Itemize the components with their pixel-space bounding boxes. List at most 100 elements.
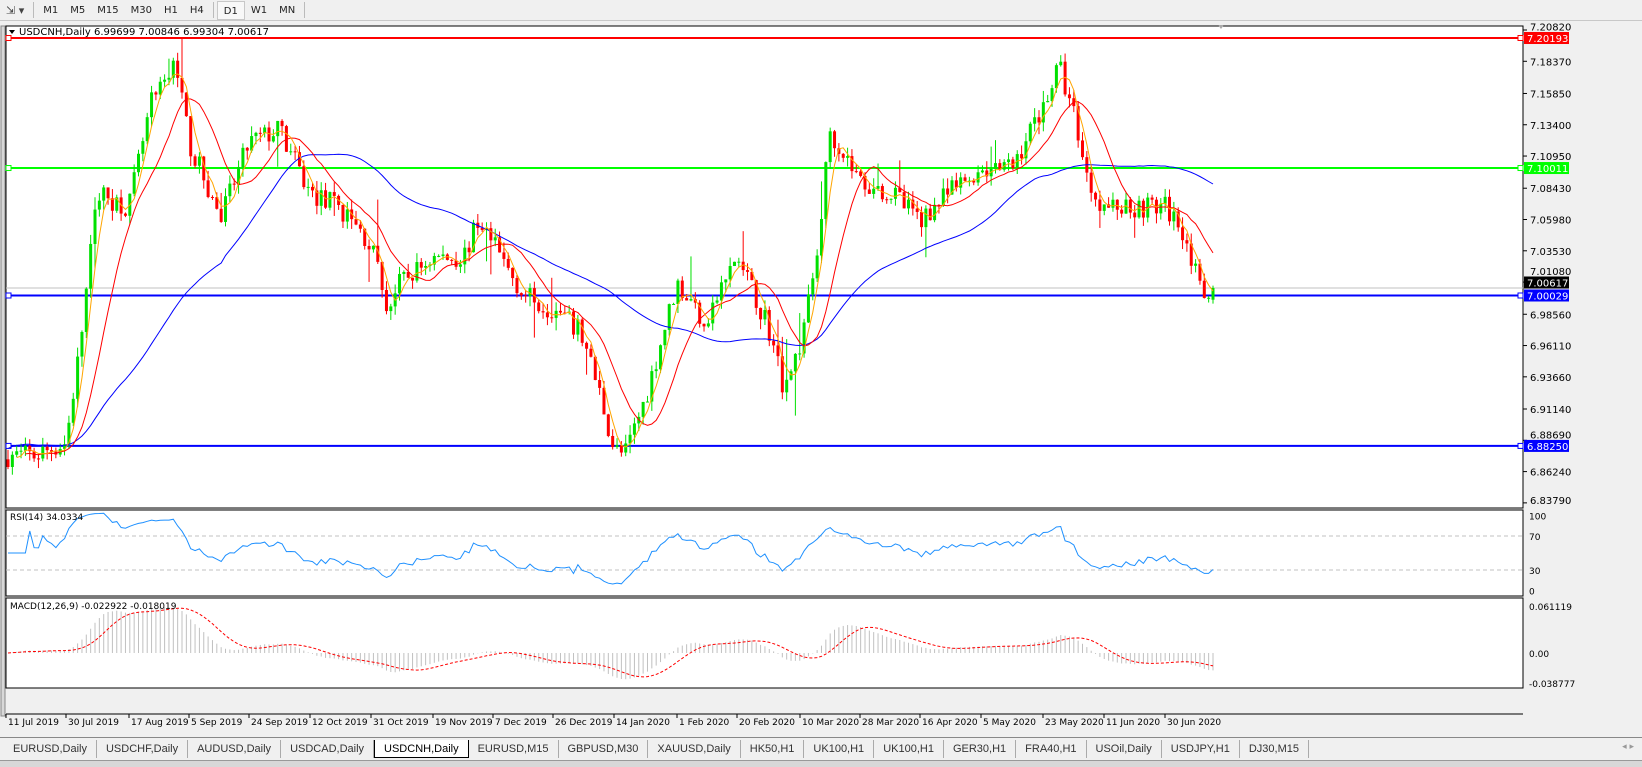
- candle-body: [802, 322, 806, 354]
- price-axis-label: 7.18370: [1530, 57, 1571, 68]
- candle-body: [785, 379, 789, 393]
- candle-body: [150, 92, 154, 118]
- candle-body: [1172, 211, 1176, 222]
- level-price-tag-label: 6.88250: [1527, 442, 1568, 453]
- candle-body: [71, 398, 75, 423]
- candle-body: [1189, 243, 1193, 266]
- candle-body: [859, 171, 863, 176]
- candle-body: [550, 317, 554, 319]
- candle-body: [767, 309, 771, 341]
- level-price-tag-label: 7.20193: [1527, 34, 1568, 45]
- candle-body: [528, 288, 532, 297]
- candle-body: [615, 445, 619, 448]
- price-axis-label: 6.96110: [1530, 342, 1571, 353]
- candle-body: [689, 299, 693, 301]
- date-axis-label: 30 Jun 2020: [1167, 718, 1221, 728]
- chart-menu-triangle-icon[interactable]: [9, 30, 15, 34]
- candle-body: [1046, 100, 1050, 103]
- level-price-tag: [1524, 289, 1569, 302]
- price-axis-label: 6.91140: [1530, 405, 1571, 416]
- chart-tab[interactable]: EURUSD,M15: [469, 740, 559, 758]
- candle-body: [237, 166, 241, 185]
- chart-tab[interactable]: AUDUSD,Daily: [188, 740, 282, 758]
- candle-body: [763, 309, 767, 320]
- chart-tab[interactable]: EURUSD,Daily: [4, 740, 97, 758]
- candle-body: [341, 204, 345, 222]
- chart-window[interactable]: 7.20820 7.18370 7.15850 7.13400 7.10950 7.084…: [0, 21, 1642, 737]
- candle-body: [1176, 211, 1180, 228]
- candle-body: [215, 197, 219, 209]
- timeframe-d1[interactable]: D1: [216, 0, 245, 20]
- candle-body: [328, 192, 332, 208]
- candle-body: [524, 295, 528, 297]
- chart-tab[interactable]: DJ30,M15: [1240, 740, 1309, 758]
- current-price-tag-label: 7.00617: [1527, 279, 1568, 290]
- candle-body: [667, 304, 671, 330]
- chart-tab[interactable]: HK50,H1: [741, 740, 805, 758]
- candle-body: [1137, 200, 1141, 218]
- candle-body: [959, 177, 963, 188]
- chart-tab[interactable]: USDJPY,H1: [1162, 740, 1240, 758]
- level-anchor-handle: [5, 165, 12, 172]
- candle-body: [36, 458, 40, 460]
- price-axis-label: 7.01080: [1530, 267, 1571, 278]
- candle-body: [102, 187, 106, 201]
- date-axis-label: 20 Feb 2020: [739, 718, 795, 728]
- timeframe-m5[interactable]: M5: [70, 4, 86, 16]
- main-price-pane: [5, 25, 1524, 509]
- chart-tab[interactable]: UK100,H1: [874, 740, 944, 758]
- chart-tab[interactable]: USDCNH,Daily: [374, 740, 469, 758]
- candle-body: [437, 255, 441, 257]
- candle-body: [228, 183, 232, 197]
- chart-tab[interactable]: GBPUSD,M30: [559, 740, 649, 758]
- candle-body: [224, 196, 228, 222]
- candle-body: [719, 282, 723, 301]
- timeframe-h1[interactable]: H1: [163, 4, 178, 16]
- timeframe-m30[interactable]: M30: [130, 4, 152, 16]
- level-price-tag-label: 7.10011: [1527, 164, 1568, 175]
- candle-body: [345, 209, 349, 222]
- candle-body: [63, 444, 67, 449]
- candle-body: [676, 280, 680, 304]
- candle-body: [867, 189, 871, 194]
- candle-body: [1076, 106, 1080, 141]
- timeframe-m1[interactable]: M1: [43, 4, 59, 16]
- chart-tab[interactable]: FRA40,H1: [1016, 740, 1087, 758]
- candle-body: [589, 348, 593, 357]
- candle-body: [489, 228, 493, 241]
- timeframe-m15[interactable]: M15: [97, 4, 119, 16]
- candle-body: [267, 127, 271, 142]
- candle-body: [132, 172, 136, 194]
- timeframe-mn[interactable]: MN: [279, 4, 296, 16]
- candle-body: [724, 279, 728, 283]
- candle-body: [1007, 159, 1011, 163]
- candle-body: [254, 132, 258, 137]
- chart-tab[interactable]: USOil,Daily: [1087, 740, 1162, 758]
- candle-body: [463, 247, 467, 265]
- candle-body: [450, 259, 454, 261]
- candle-body: [210, 196, 214, 198]
- date-axis-label: 17 Aug 2019: [131, 718, 189, 728]
- candle-body: [980, 170, 984, 173]
- candle-body: [685, 298, 689, 301]
- candle-body: [419, 262, 423, 268]
- timeframe-h4[interactable]: H4: [189, 4, 204, 16]
- chart-tab[interactable]: USDCAD,Daily: [281, 740, 375, 758]
- candle-body: [937, 204, 941, 206]
- timeframe-w1[interactable]: W1: [250, 4, 268, 16]
- candle-body: [202, 156, 206, 181]
- rsi-label: RSI(14) 34.0334: [10, 513, 83, 523]
- date-axis-label: 24 Sep 2019: [251, 718, 308, 728]
- chart-tab[interactable]: UK100,H1: [804, 740, 875, 758]
- candle-body: [1102, 204, 1106, 211]
- candle-body: [189, 116, 193, 157]
- chart-tab[interactable]: USDCHF,Daily: [97, 740, 189, 758]
- chart-tools-dropdown-icon[interactable]: ⇲ ▾: [6, 3, 25, 17]
- chart-tab[interactable]: GER30,H1: [944, 740, 1017, 758]
- level-anchor-handle: [5, 292, 12, 299]
- chart-header: USDCNH,Daily 6.99699 7.00846 6.99304 7.0…: [19, 27, 269, 38]
- candle-body: [789, 371, 793, 380]
- tab-scroll-arrows-icon[interactable]: ◂ ▸: [1622, 742, 1634, 752]
- chart-tab[interactable]: XAUUSD,Daily: [648, 740, 741, 758]
- candle-body: [889, 198, 893, 200]
